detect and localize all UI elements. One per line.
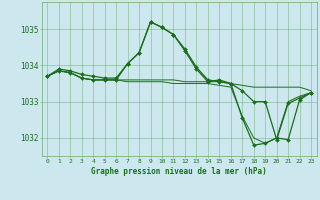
X-axis label: Graphe pression niveau de la mer (hPa): Graphe pression niveau de la mer (hPa) bbox=[91, 167, 267, 176]
